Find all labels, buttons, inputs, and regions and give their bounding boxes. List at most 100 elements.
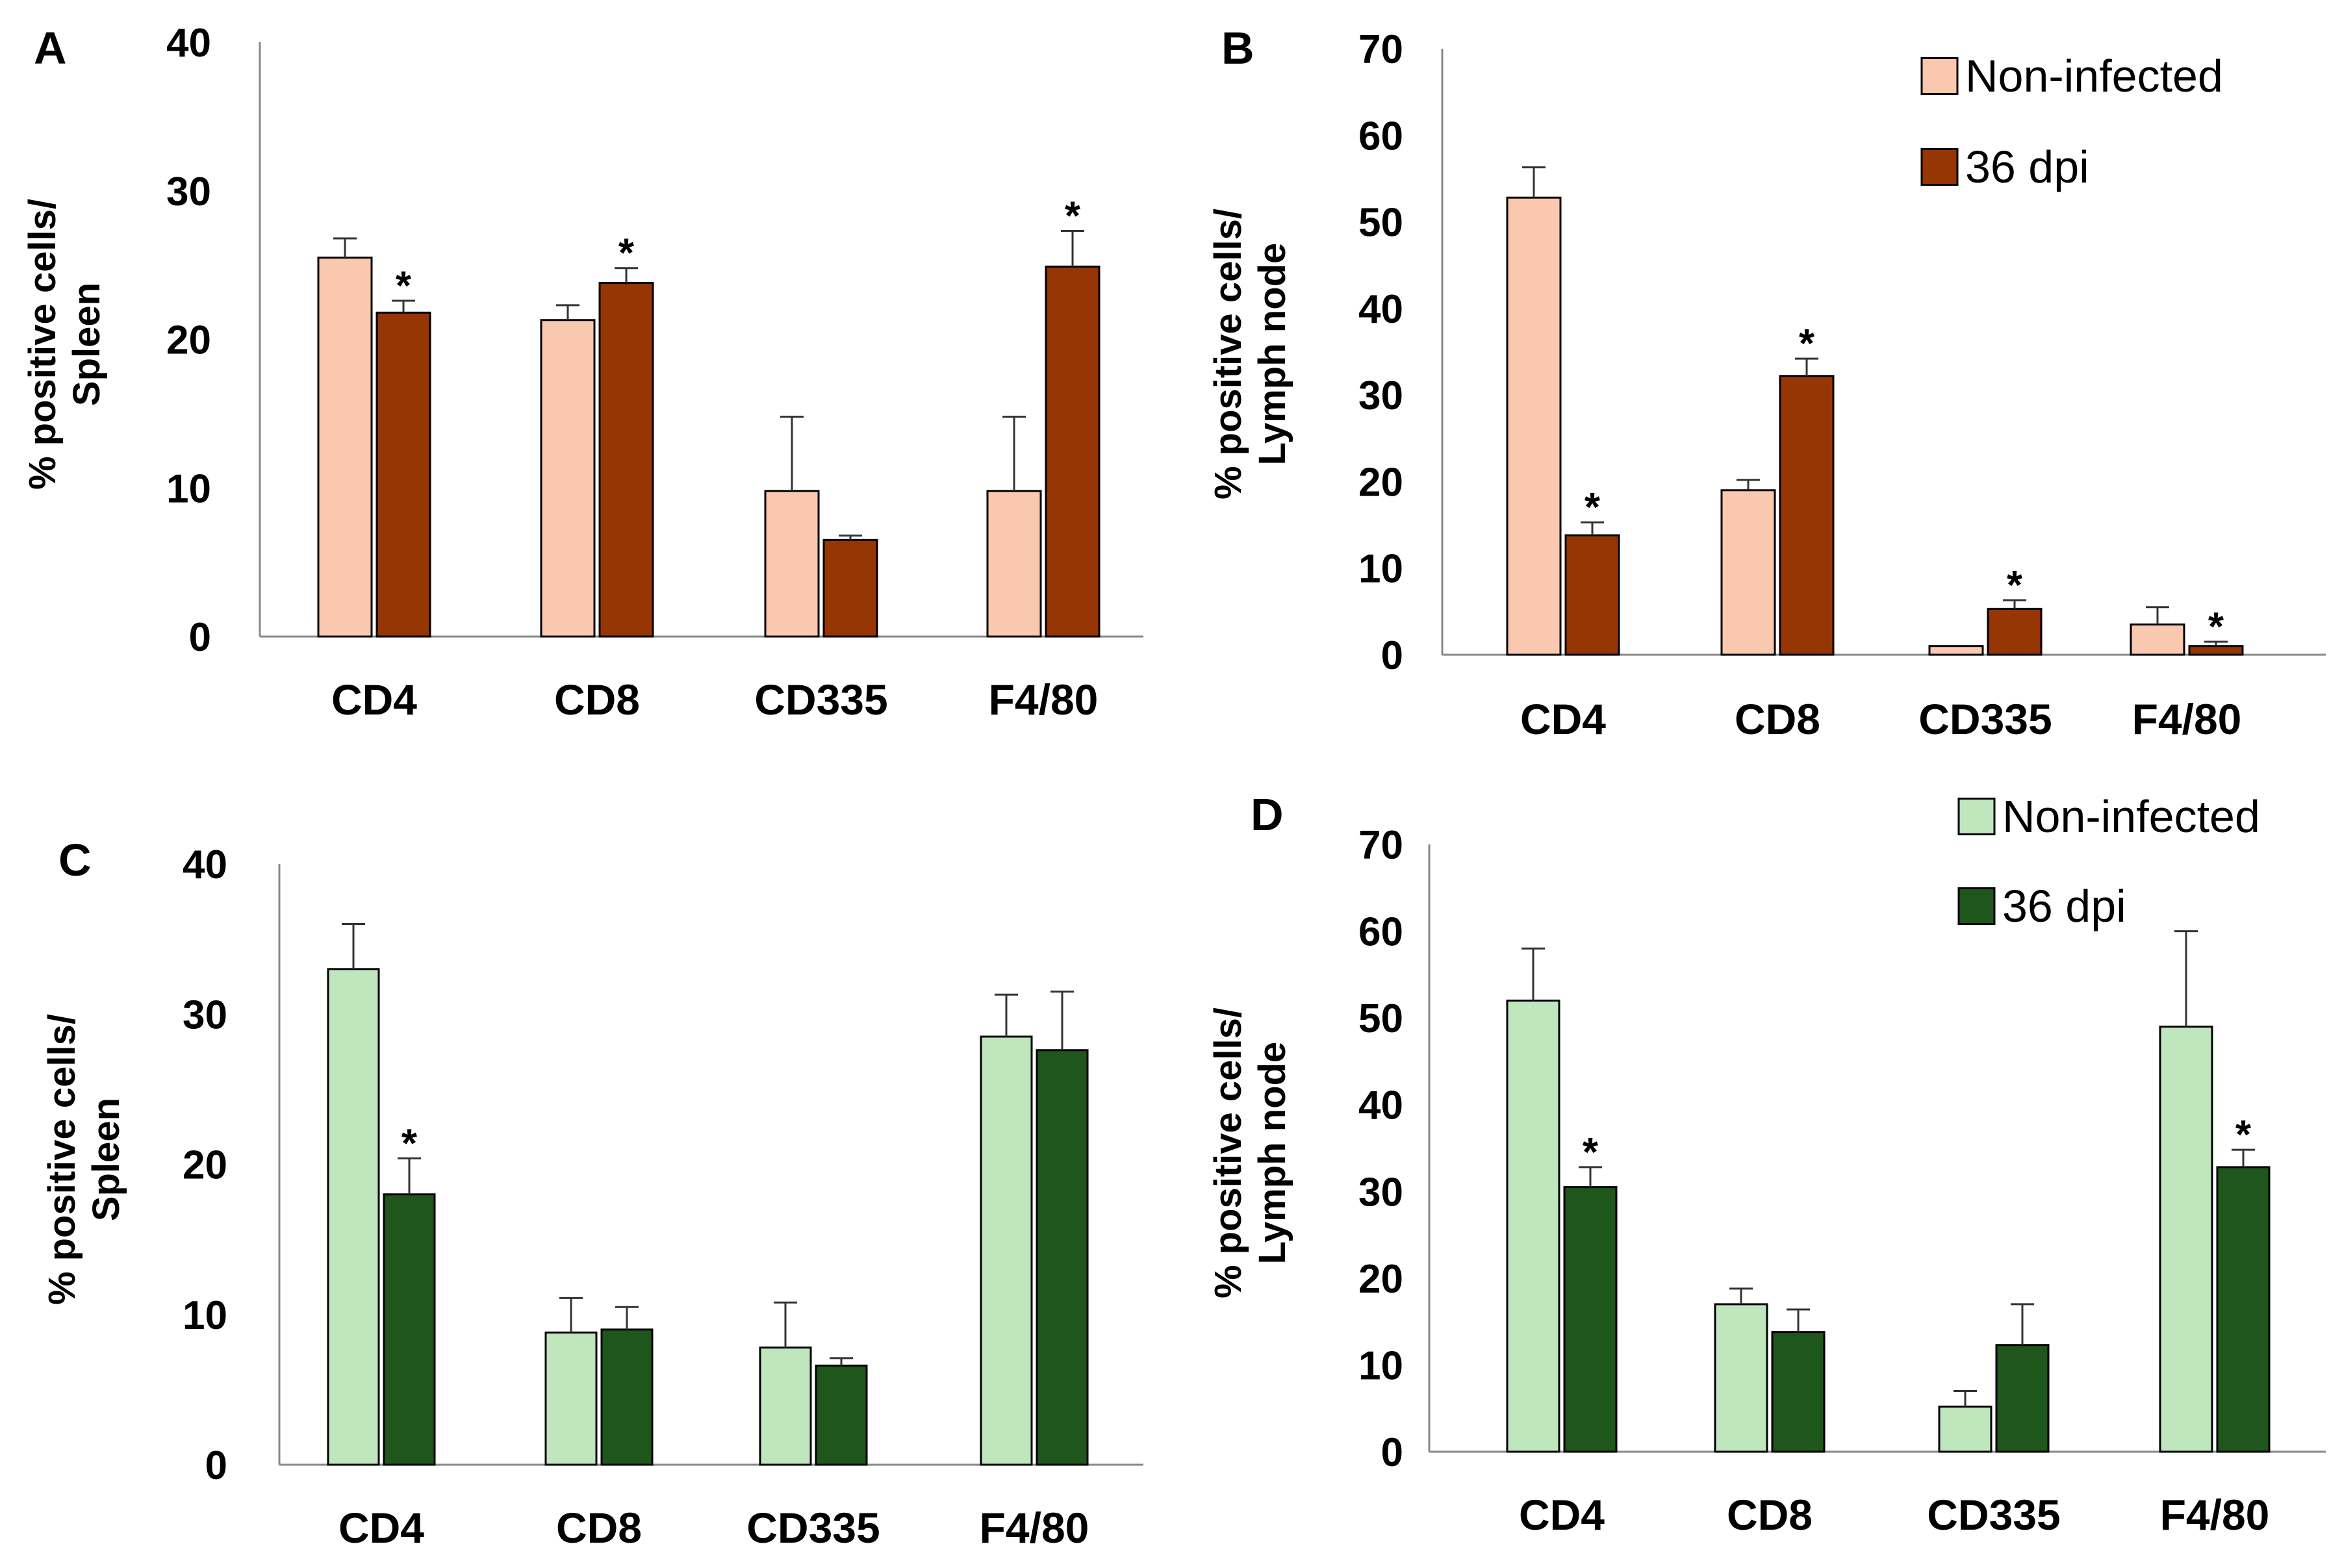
bar (764, 490, 820, 638)
x-category-label: CD8 (1735, 695, 1820, 743)
significance-star: * (2007, 563, 2023, 608)
y-axis-label-line: % positive cells/ (41, 1014, 83, 1305)
bar (1720, 489, 1776, 656)
bar (2216, 1166, 2271, 1453)
x-category-label: CD8 (1727, 1491, 1813, 1539)
y-tick-label: 30 (183, 993, 227, 1037)
x-category-label: CD4 (331, 676, 417, 724)
panel-label-d: D (1251, 789, 1284, 840)
y-tick-label: 10 (1358, 1343, 1403, 1388)
significance-star: * (1065, 194, 1081, 239)
significance-star: * (396, 264, 412, 309)
y-tick-label: 30 (1358, 1170, 1403, 1215)
y-tick-label: 50 (1358, 201, 1403, 246)
x-category-label: CD335 (746, 1504, 880, 1552)
bar (980, 1035, 1033, 1466)
x-category-label: CD4 (338, 1504, 424, 1552)
x-category-label: F4/80 (989, 676, 1099, 724)
y-axis-label-line: % positive cells/ (1207, 1007, 1249, 1298)
x-category-label: CD4 (1519, 1491, 1605, 1539)
y-axis-label-line: Lymph node (1251, 243, 1293, 466)
bar (598, 282, 654, 638)
bar (1045, 265, 1101, 638)
legend-label: 36 dpi (1965, 142, 2089, 192)
bar (1036, 1049, 1089, 1466)
bar (1995, 1344, 2050, 1453)
significance-star: * (2235, 1113, 2252, 1157)
significance-star: * (1585, 485, 1601, 530)
legend-label: Non-infected (1965, 51, 2223, 101)
bar (815, 1364, 868, 1466)
y-tick-label: 30 (166, 170, 211, 214)
bar (822, 538, 878, 638)
y-tick-label: 10 (166, 466, 211, 511)
bar (2159, 1026, 2213, 1453)
x-category-label: F4/80 (2160, 1491, 2270, 1539)
x-category-label: CD4 (1520, 695, 1606, 743)
x-category-label: CD8 (554, 676, 640, 724)
y-axis-label: % positive cells/Lymph node (1207, 1007, 1293, 1298)
y-tick-label: 50 (1358, 996, 1403, 1041)
bar (327, 968, 380, 1466)
y-axis-label-line: Lymph node (1251, 1042, 1293, 1265)
y-tick-label: 40 (183, 842, 227, 887)
legend-label: Non-infected (2002, 791, 2260, 842)
y-tick-label: 20 (183, 1143, 227, 1188)
bar (986, 490, 1042, 638)
y-tick-label: 40 (166, 21, 211, 66)
significance-star: * (401, 1121, 418, 1166)
y-axis-label-line: Spleen (85, 1098, 127, 1221)
x-category-label: CD335 (754, 676, 887, 724)
x-category-label: CD335 (1927, 1491, 2060, 1539)
y-axis-label: % positive cells/Spleen (41, 1014, 127, 1305)
y-tick-label: 0 (1381, 633, 1403, 678)
y-axis-label-line: % positive cells/ (1207, 209, 1249, 499)
y-axis-label-line: % positive cells/ (21, 199, 64, 490)
y-axis-label: % positive cells/Lymph node (1207, 209, 1293, 499)
legend-label: 36 dpi (2002, 881, 2126, 931)
bar (1714, 1303, 1768, 1453)
y-tick-label: 20 (1358, 1257, 1403, 1302)
bar (2130, 623, 2185, 656)
x-category-label: CD335 (1918, 695, 2052, 743)
y-axis-label-line: Spleen (66, 283, 108, 406)
y-tick-label: 60 (1358, 114, 1403, 158)
x-category-label: F4/80 (980, 1504, 1089, 1552)
y-tick-label: 40 (1358, 1083, 1403, 1128)
bar (544, 1332, 598, 1466)
panel-label-b: B (1221, 23, 1254, 73)
y-tick-label: 60 (1358, 910, 1403, 955)
bar (1564, 534, 1620, 656)
bar (600, 1328, 654, 1466)
bar (759, 1347, 812, 1466)
bar (383, 1193, 436, 1466)
y-tick-label: 40 (1358, 287, 1403, 332)
legend-swatch (1957, 798, 1996, 835)
panel-label-c: C (58, 835, 92, 885)
y-tick-label: 10 (183, 1293, 227, 1338)
y-tick-label: 30 (1358, 373, 1403, 418)
chart-panel-d: 0 10 20 30 40 50 60 70 % positive cells/Lymph no… (1207, 791, 2326, 1539)
bar (1563, 1186, 1618, 1453)
x-category-label: CD8 (556, 1504, 642, 1552)
significance-star: * (2208, 605, 2224, 650)
bar (1928, 645, 1984, 656)
y-tick-label: 70 (1358, 27, 1403, 72)
y-axis-label: % positive cells/Spleen (21, 199, 108, 490)
bar (1506, 196, 1562, 656)
bar (1938, 1406, 1992, 1453)
bar (1779, 375, 1835, 656)
y-tick-label: 0 (205, 1443, 227, 1488)
y-tick-label: 0 (1381, 1430, 1403, 1475)
significance-star: * (1583, 1130, 1599, 1175)
legend-swatch (1920, 148, 1959, 186)
bar (540, 319, 596, 638)
legend-swatch (1920, 57, 1959, 95)
y-tick-label: 10 (1358, 547, 1403, 592)
significance-star: * (618, 231, 635, 276)
bar (1771, 1331, 1826, 1453)
chart-panel-a: 0 10 20 30 40 % positive cells/Spleen * CD4 * CD8… (21, 21, 1143, 724)
chart-panel-c: 0 10 20 30 40 % positive cells/Spleen * CD4 CD8 C… (41, 842, 1143, 1552)
legend-swatch (1957, 887, 1996, 925)
